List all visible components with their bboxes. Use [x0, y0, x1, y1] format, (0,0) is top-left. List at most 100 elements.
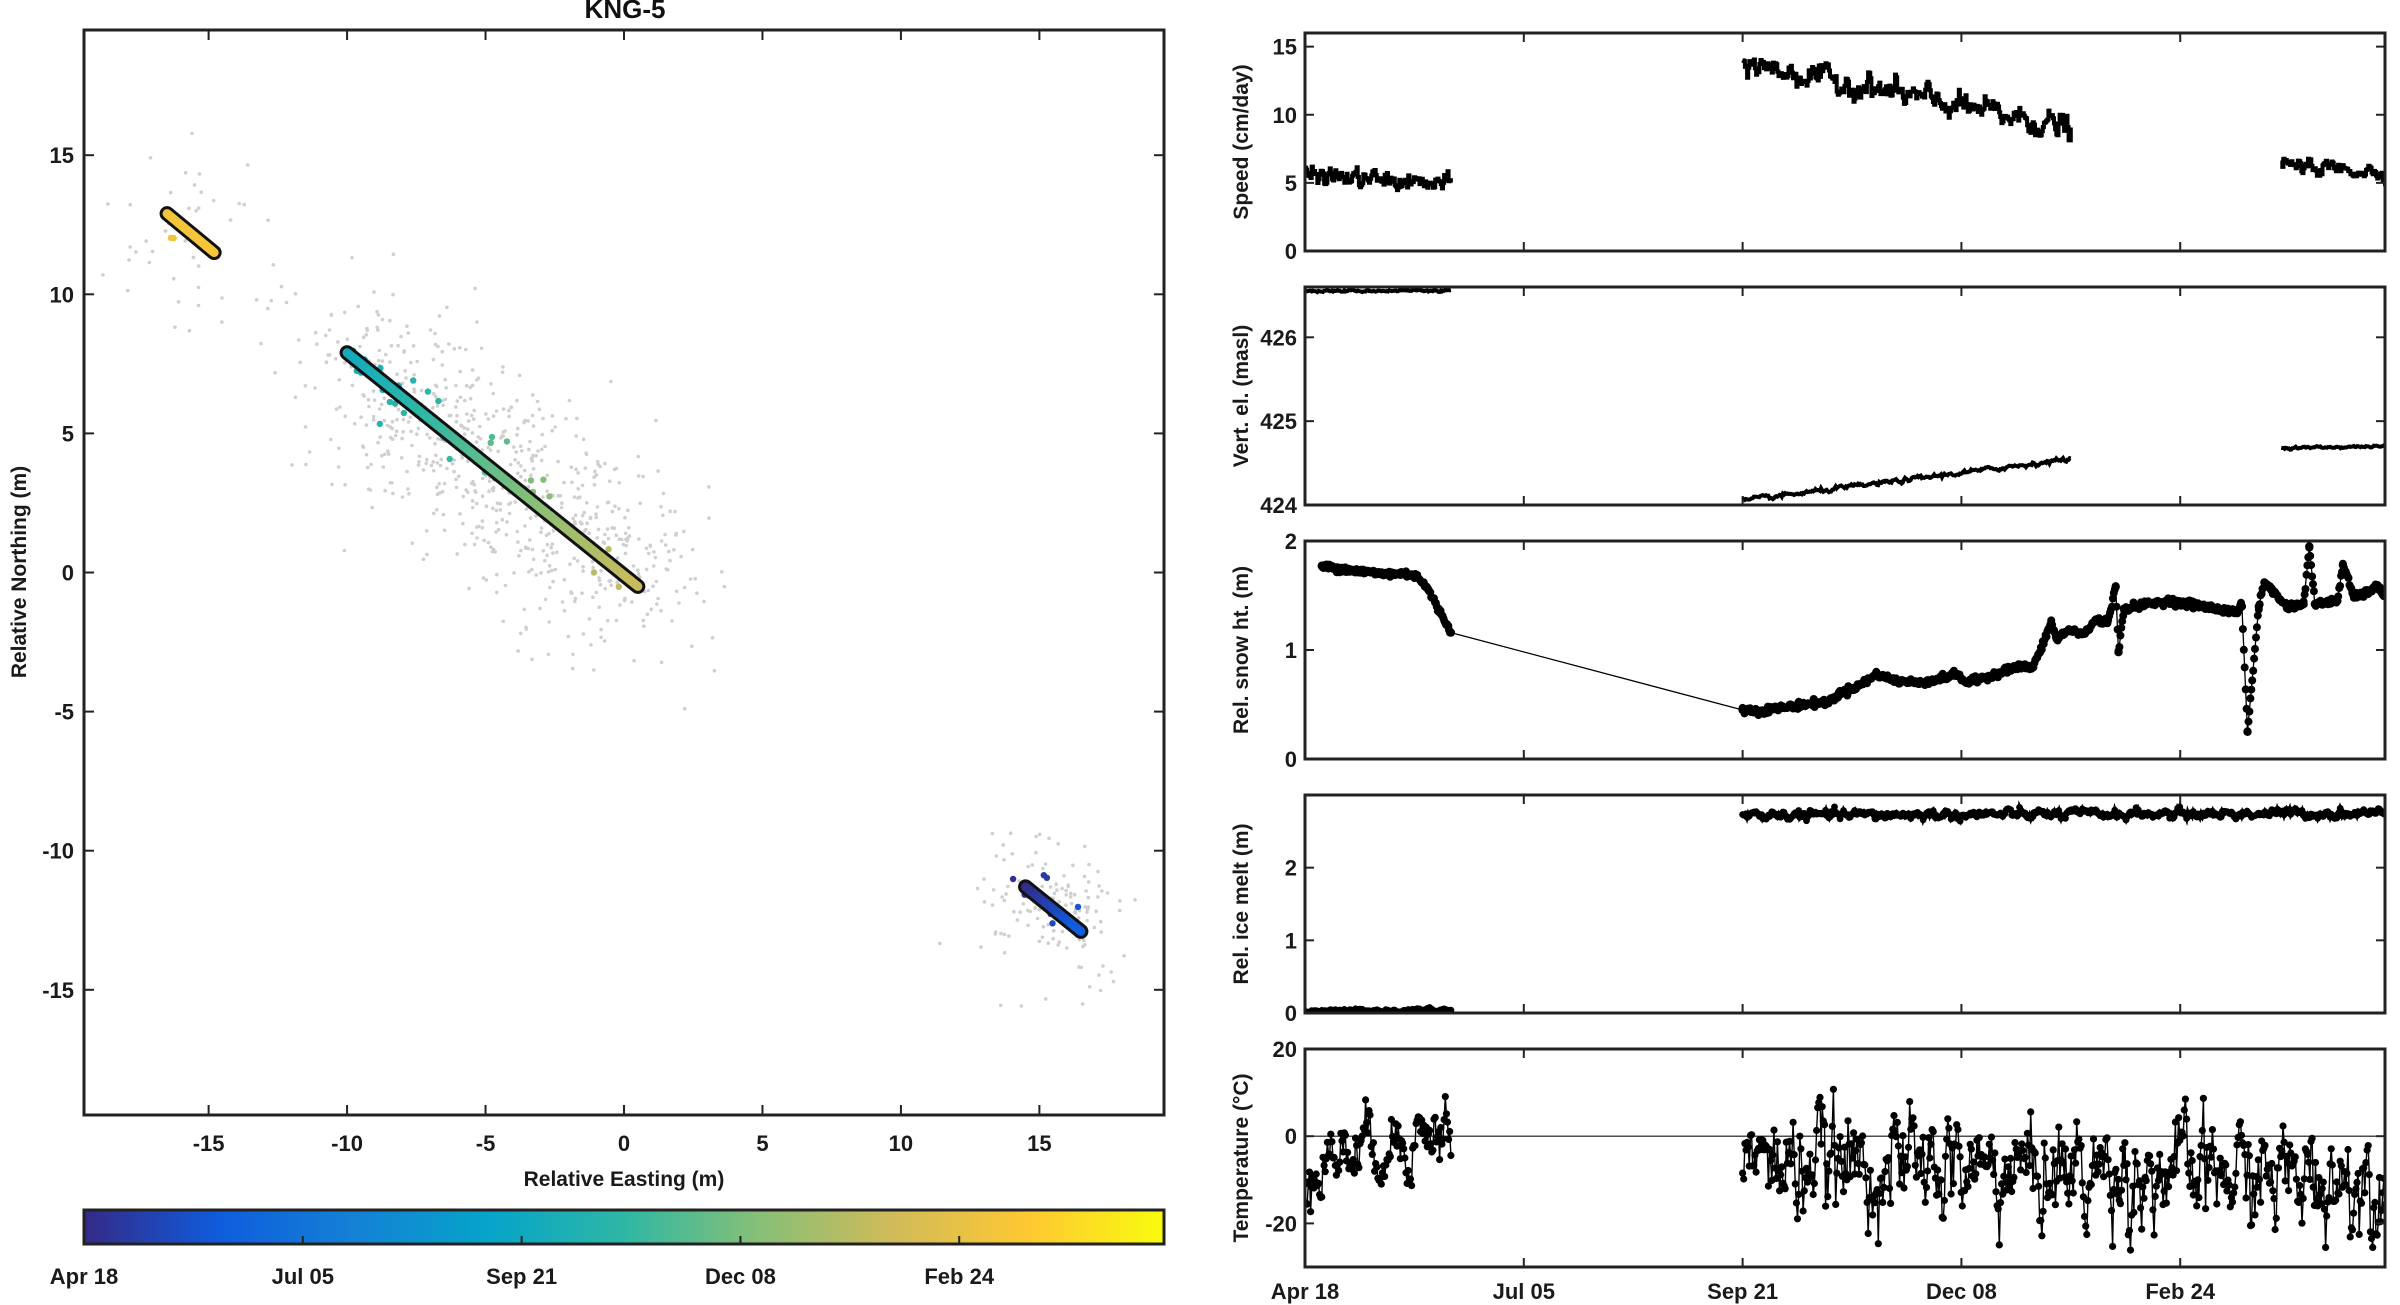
scatter-point: [443, 377, 448, 382]
scatter-point: [466, 427, 470, 431]
series-point: [1848, 1154, 1857, 1162]
scatter-point: [707, 516, 711, 520]
series-point: [2253, 1183, 2261, 1191]
scatter-point: [673, 509, 677, 514]
scatter-point: [437, 491, 442, 495]
series-point: [2242, 1194, 2250, 1202]
y-tick-label: 1: [1285, 928, 1297, 953]
scatter-point: [350, 255, 354, 260]
scatter-point: [682, 529, 686, 534]
series-point: [2292, 1175, 2300, 1183]
series-point: [2175, 1114, 2183, 1122]
scatter-point: [386, 449, 390, 454]
series-point: [1750, 1161, 1758, 1170]
scatter-point: [343, 483, 347, 487]
scatter-point: [534, 454, 538, 458]
series-point: [2078, 1179, 2086, 1187]
scatter-point: [562, 608, 567, 613]
scatter-point: [531, 424, 536, 428]
scatter-point: [551, 551, 555, 555]
y-tick-label: 5: [62, 421, 74, 446]
series-point: [1437, 1123, 1445, 1132]
scatter-point: [187, 206, 191, 211]
series-point: [2089, 1135, 2098, 1143]
scatter-point: [334, 407, 339, 411]
scatter-point: [1033, 905, 1038, 910]
series-point: [2277, 1153, 2285, 1161]
scatter-point: [553, 567, 557, 572]
series-point: [2345, 1186, 2353, 1195]
scatter-point: [581, 564, 585, 569]
y-tick-label: 15: [1273, 35, 1297, 60]
scatter-point: [578, 495, 582, 500]
series-point: [2122, 1176, 2130, 1184]
scatter-point: [1083, 844, 1087, 849]
series-point: [2253, 611, 2262, 620]
series-point: [1335, 1166, 1343, 1174]
series-point: [2281, 1177, 2289, 1185]
colored-point: [1049, 920, 1056, 927]
scatter-point: [569, 465, 574, 470]
series-point: [2117, 1186, 2126, 1194]
scatter-point: [619, 537, 624, 542]
series-point: [1381, 1172, 1389, 1181]
scatter-point: [435, 461, 440, 465]
series-point: [2296, 1181, 2304, 1190]
scatter-point: [336, 340, 340, 344]
colored-point: [605, 546, 612, 553]
scatter-point: [390, 426, 395, 431]
scatter-point: [194, 209, 198, 213]
scatter-point: [391, 252, 396, 256]
series-point: [2130, 1208, 2138, 1217]
scatter-point: [674, 589, 679, 594]
scatter-point: [594, 512, 598, 516]
scatter-point: [440, 490, 445, 494]
series-point: [1937, 1176, 1945, 1184]
series-point: [2308, 1134, 2316, 1142]
scatter-point: [460, 424, 464, 428]
series-point: [1408, 1182, 1416, 1190]
scatter-point: [531, 467, 536, 471]
scatter-point: [507, 408, 511, 413]
series-line: [2280, 442, 2385, 452]
scatter-point: [1056, 842, 1060, 846]
scatter-point: [469, 413, 474, 418]
scatter-point: [393, 433, 398, 438]
scatter-point: [576, 487, 580, 491]
series-point: [2039, 1207, 2047, 1215]
series-point: [2047, 618, 2056, 627]
scatter-point: [659, 504, 663, 509]
series-point: [2048, 1191, 2056, 1199]
scatter-point: [481, 576, 486, 580]
series-point: [1901, 1153, 1909, 1161]
series-point: [2114, 648, 2123, 657]
scatter-point: [433, 383, 438, 388]
series-point: [1965, 1164, 1973, 1173]
scatter-point: [626, 508, 630, 513]
series-point: [2000, 1172, 2008, 1180]
scatter-point: [438, 463, 443, 468]
scatter-point: [431, 391, 436, 396]
series-point: [1992, 1188, 2000, 1196]
scatter-point: [352, 422, 357, 426]
scatter-point: [1072, 892, 1077, 897]
series-point: [1429, 1146, 1437, 1154]
series-point: [1962, 678, 1972, 687]
series-point: [1740, 1175, 1748, 1183]
series-point: [2180, 1106, 2188, 1114]
scatter-point: [192, 183, 197, 187]
scatter-point: [641, 474, 645, 479]
series-point: [1941, 1152, 1950, 1160]
scatter-point: [245, 163, 250, 167]
series-point: [1818, 1103, 1826, 1111]
scatter-point: [1018, 910, 1022, 914]
series-point: [1431, 1113, 1439, 1121]
series-point: [2310, 600, 2320, 609]
scatter-point: [493, 550, 498, 554]
scatter-point: [654, 418, 658, 423]
scatter-point: [498, 508, 503, 512]
scatter-point: [648, 544, 653, 548]
series-point: [2119, 1145, 2127, 1153]
scatter-point: [470, 505, 475, 510]
series-point: [2070, 1146, 2079, 1154]
